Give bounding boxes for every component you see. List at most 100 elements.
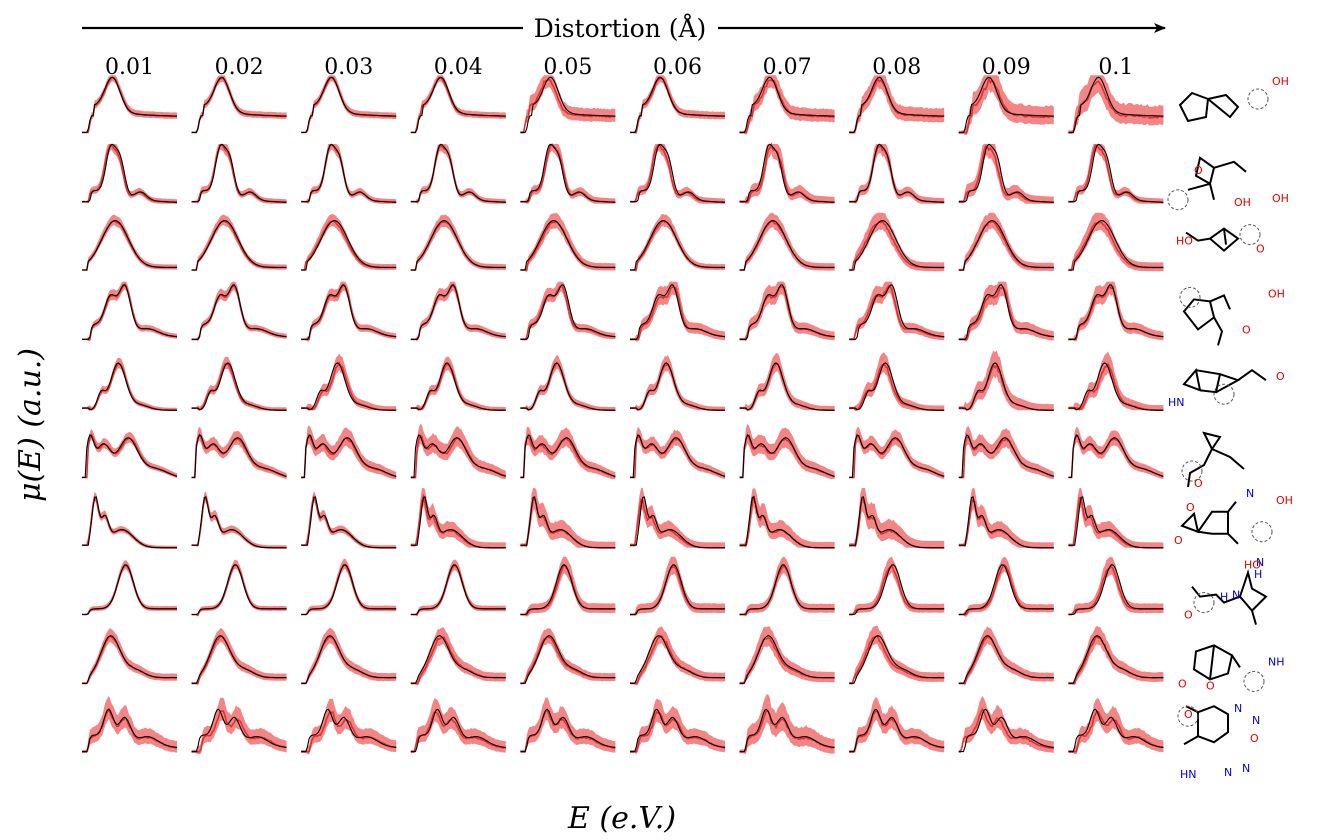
atom-label: O: [1276, 370, 1285, 383]
spectra-grid: [81, 75, 1164, 755]
uncertainty-band: [958, 426, 1054, 479]
spectrum-panel: [191, 628, 287, 686]
uncertainty-band: [410, 559, 506, 617]
uncertainty-band: [301, 627, 397, 685]
atom-label: HO: [1176, 235, 1193, 248]
spectrum-panel: [630, 355, 725, 411]
spectrum-panel: [82, 281, 178, 342]
uncertainty-band: [82, 560, 177, 615]
atom-label: N: [1224, 766, 1232, 779]
reference-spectrum-line: [410, 635, 506, 684]
spectrum-panel: [958, 695, 1054, 753]
reference-spectrum-line: [301, 708, 397, 753]
reference-spectrum-line: [958, 434, 1054, 478]
spectrum-panel: [81, 357, 177, 411]
reference-spectrum-line: [630, 708, 726, 753]
reference-spectrum-line: [82, 362, 177, 411]
spectrum-panel: [82, 428, 178, 479]
molecule-structure: NH O O: [1178, 644, 1285, 692]
uncertainty-band: [1068, 625, 1164, 686]
reference-spectrum-line: [410, 708, 506, 753]
spectrum-panel: [520, 281, 616, 341]
atom-label: H: [1254, 568, 1262, 581]
reference-spectrum-line: [191, 496, 287, 549]
spectrum-panel: [1068, 281, 1164, 342]
highlight-circle: [1181, 460, 1203, 482]
predicted-mean-line: [81, 143, 177, 204]
spectrum-panel: [82, 628, 178, 685]
spectrum-panel: [410, 627, 506, 686]
uncertainty-band: [301, 281, 397, 342]
highlight-circle: [1243, 670, 1265, 692]
spectrum-panel: [1068, 143, 1164, 204]
spectrum-panel: [191, 75, 287, 134]
reference-spectrum-line: [301, 496, 397, 549]
reference-spectrum-line: [410, 564, 506, 616]
uncertainty-band: [630, 426, 725, 479]
reference-spectrum-line: [410, 76, 506, 133]
uncertainty-band: [630, 698, 725, 755]
spectrum-panel: [520, 354, 616, 411]
spectrum-panel: [301, 698, 397, 755]
molecule-structure: HN O: [1168, 367, 1285, 409]
spectrum-panel: [191, 426, 287, 479]
predicted-mean-line: [520, 220, 616, 271]
reference-spectrum-line: [410, 362, 506, 411]
spectrum-panel: [849, 696, 945, 754]
reference-spectrum-line: [520, 76, 616, 133]
atom-label: NH: [1268, 655, 1285, 668]
uncertainty-band: [849, 426, 945, 479]
highlight-circle: [1251, 521, 1273, 543]
reference-spectrum-line: [630, 284, 726, 340]
reference-spectrum-line: [520, 708, 616, 753]
spectrum-panel: [849, 143, 945, 204]
reference-spectrum-line: [739, 220, 835, 271]
uncertainty-band: [410, 144, 506, 204]
predicted-mean-line: [849, 284, 945, 341]
atom-label: OH: [1234, 196, 1251, 209]
distortion-axis-label: Distortion (Å): [534, 13, 707, 43]
spectrum-panel: [630, 281, 726, 342]
uncertainty-band: [739, 556, 835, 617]
reference-spectrum-line: [301, 564, 397, 616]
spectrum-panel: [739, 212, 835, 271]
reference-spectrum-line: [1068, 708, 1164, 753]
molecule-skeleton: [1187, 431, 1245, 488]
reference-spectrum-line: [191, 434, 287, 478]
predicted-mean-line: [630, 220, 726, 271]
reference-spectrum-line: [410, 434, 506, 478]
uncertainty-band: [520, 144, 616, 204]
reference-spectrum-line: [82, 708, 178, 753]
uncertainty-band: [301, 425, 397, 479]
atom-label: OH: [1272, 192, 1289, 205]
reference-spectrum-line: [301, 76, 397, 133]
molecule-skeleton: [1185, 227, 1240, 252]
highlight-circle: [1179, 286, 1201, 308]
spectrum-panel: [1068, 351, 1164, 411]
spectrum-panel: [301, 214, 397, 271]
molecule-structure: OO N: [1181, 431, 1254, 514]
spectrum-panel: [520, 697, 616, 753]
uncertainty-band: [191, 75, 287, 133]
spectrum-panel: [630, 698, 726, 755]
reference-spectrum-line: [410, 143, 506, 203]
uncertainty-band: [191, 697, 287, 755]
spectrum-panel: [301, 353, 397, 411]
reference-spectrum-line: [301, 635, 397, 684]
uncertainty-band: [520, 426, 616, 479]
uncertainty-band: [410, 424, 506, 479]
spectrum-panel: [739, 142, 835, 204]
reference-spectrum-line: [520, 143, 616, 203]
spectrum-panel: [410, 698, 506, 753]
spectrum-panel: [849, 352, 945, 411]
atom-label: O: [1184, 609, 1193, 622]
spectrum-panel: [301, 491, 397, 549]
reference-spectrum-line: [520, 434, 616, 478]
uncertainty-band: [301, 144, 397, 204]
spectrum-panel: [958, 75, 1055, 135]
uncertainty-band: [958, 75, 1054, 135]
reference-spectrum-line: [739, 143, 835, 203]
spectra-row: [82, 75, 1164, 135]
reference-spectrum-line: [191, 564, 287, 616]
